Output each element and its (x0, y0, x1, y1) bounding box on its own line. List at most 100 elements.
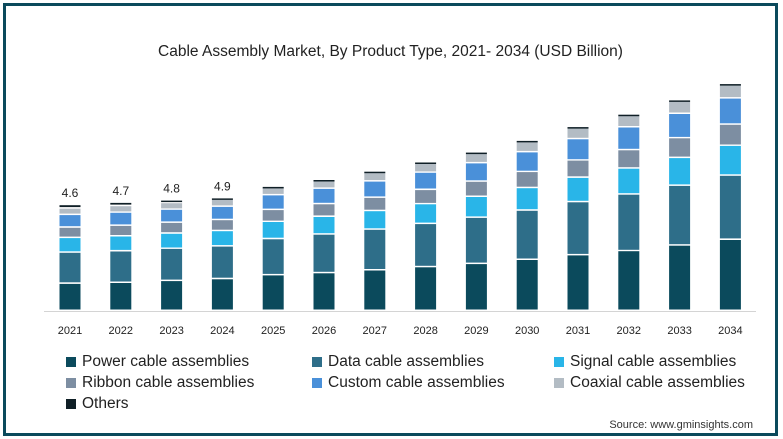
total-value-label: 4.8 (163, 182, 180, 196)
legend-swatch (312, 378, 322, 388)
bar-2030-others (516, 140, 538, 143)
legend-item: Ribbon cable assemblies (66, 373, 312, 393)
bar-2033-signal-cable-assemblies (669, 158, 691, 185)
bar-2031-others (567, 127, 589, 129)
chart-title: Cable Assembly Market, By Product Type, … (158, 43, 623, 60)
bar-2025-signal-cable-assemblies (262, 222, 284, 238)
legend-swatch (66, 399, 76, 409)
bar-2029-signal-cable-assemblies (465, 197, 487, 217)
legend-label: Power cable assemblies (82, 353, 250, 370)
bar-2032-others (618, 114, 640, 117)
bar-2024-power-cable-assemblies (211, 279, 233, 310)
bar-2028-power-cable-assemblies (415, 267, 437, 310)
x-tick-label: 2031 (566, 325, 590, 337)
chart-frame: Cable Assembly Market, By Product Type, … (3, 3, 778, 436)
bar-2022-ribbon-cable-assemblies (110, 225, 132, 235)
bar-2028-others (415, 162, 437, 164)
legend-swatch (554, 357, 564, 367)
bar-2031-signal-cable-assemblies (567, 177, 589, 201)
bar-2027-power-cable-assemblies (364, 270, 386, 310)
bar-2033-ribbon-cable-assemblies (669, 138, 691, 157)
bar-2030-power-cable-assemblies (516, 260, 538, 310)
bar-2024-coaxial-cable-assemblies (211, 200, 233, 206)
bar-2030-custom-cable-assemblies (516, 152, 538, 171)
x-tick-label: 2029 (464, 325, 488, 337)
bar-2021-data-cable-assemblies (59, 252, 81, 283)
bar-2028-ribbon-cable-assemblies (415, 190, 437, 203)
bar-2034-custom-cable-assemblies (719, 98, 741, 124)
bar-2031-coaxial-cable-assemblies (567, 128, 589, 138)
bar-2032-ribbon-cable-assemblies (618, 150, 640, 168)
bar-2025-others (262, 186, 284, 189)
bar-2026-data-cable-assemblies (313, 234, 335, 272)
bar-2025-data-cable-assemblies (262, 239, 284, 274)
x-tick-label: 2025 (261, 325, 285, 337)
bar-2029-coaxial-cable-assemblies (465, 154, 487, 162)
bar-2029-data-cable-assemblies (465, 217, 487, 263)
source-note: Source: www.gminsights.com (609, 419, 753, 431)
x-tick-label: 2023 (159, 325, 183, 337)
total-value-label: 4.9 (214, 179, 231, 193)
bar-2030-signal-cable-assemblies (516, 188, 538, 210)
bar-2031-custom-cable-assemblies (567, 139, 589, 160)
bar-2026-others (313, 180, 335, 182)
legend-item: Coaxial cable assemblies (554, 373, 764, 393)
x-tick-label: 2021 (58, 325, 82, 337)
legend-swatch (66, 378, 76, 388)
bar-2025-power-cable-assemblies (262, 275, 284, 310)
bar-2033-custom-cable-assemblies (669, 114, 691, 137)
legend-label: Ribbon cable assemblies (82, 374, 255, 391)
bar-2023-others (161, 200, 183, 203)
legend-label: Data cable assemblies (328, 353, 484, 370)
bar-2028-custom-cable-assemblies (415, 172, 437, 189)
x-tick-label: 2033 (667, 325, 691, 337)
bar-2025-ribbon-cable-assemblies (262, 210, 284, 221)
bar-2034-power-cable-assemblies (719, 240, 741, 310)
bar-2034-coaxial-cable-assemblies (719, 85, 741, 98)
bar-2023-signal-cable-assemblies (161, 233, 183, 248)
bar-2026-custom-cable-assemblies (313, 188, 335, 203)
bar-2022-power-cable-assemblies (110, 283, 132, 310)
bar-2027-data-cable-assemblies (364, 229, 386, 269)
x-tick-label: 2034 (718, 325, 742, 337)
bar-2026-power-cable-assemblies (313, 273, 335, 310)
bar-2023-ribbon-cable-assemblies (161, 222, 183, 233)
total-value-label: 4.6 (62, 186, 79, 200)
x-tick-label: 2028 (413, 325, 437, 337)
bar-2032-power-cable-assemblies (618, 251, 640, 310)
x-tick-label: 2024 (210, 325, 234, 337)
bar-2023-data-cable-assemblies (161, 248, 183, 280)
legend-swatch (554, 378, 564, 388)
x-tick-label: 2026 (312, 325, 336, 337)
x-tick-label: 2022 (109, 325, 133, 337)
legend-label: Custom cable assemblies (328, 374, 505, 391)
bar-2022-coaxial-cable-assemblies (110, 206, 132, 212)
legend-item: Power cable assemblies (66, 352, 312, 372)
bar-2033-power-cable-assemblies (669, 245, 691, 310)
bar-2026-ribbon-cable-assemblies (313, 204, 335, 216)
bar-2033-others (669, 100, 691, 102)
bar-2021-ribbon-cable-assemblies (59, 227, 81, 237)
bar-2029-power-cable-assemblies (465, 264, 487, 310)
bar-2027-custom-cable-assemblies (364, 181, 386, 197)
bar-2027-coaxial-cable-assemblies (364, 173, 386, 181)
bar-2024-others (211, 198, 233, 200)
bar-2023-custom-cable-assemblies (161, 209, 183, 222)
bar-2028-coaxial-cable-assemblies (415, 163, 437, 172)
bar-2034-ribbon-cable-assemblies (719, 124, 741, 145)
legend-label: Signal cable assemblies (570, 353, 737, 370)
bar-2032-coaxial-cable-assemblies (618, 116, 640, 126)
bar-2030-ribbon-cable-assemblies (516, 172, 538, 187)
bar-2023-coaxial-cable-assemblies (161, 203, 183, 209)
legend-swatch (66, 357, 76, 367)
bar-2021-coaxial-cable-assemblies (59, 208, 81, 214)
x-tick-label: 2030 (515, 325, 539, 337)
bar-2026-coaxial-cable-assemblies (313, 180, 335, 188)
legend-swatch (312, 357, 322, 367)
chart-legend: Power cable assemblies Data cable assembl… (66, 352, 766, 414)
bar-2034-data-cable-assemblies (719, 175, 741, 239)
bar-2024-custom-cable-assemblies (211, 206, 233, 219)
bar-2021-custom-cable-assemblies (59, 215, 81, 227)
bar-2029-others (465, 152, 487, 155)
bar-2027-signal-cable-assemblies (364, 211, 386, 229)
